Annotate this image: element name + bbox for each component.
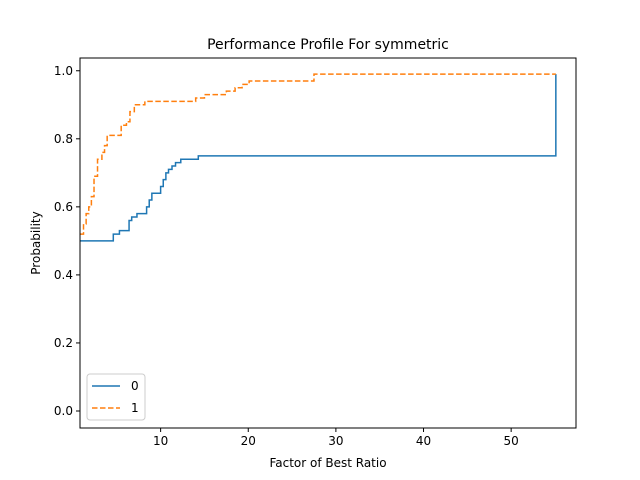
legend-label-0: 0 — [131, 379, 139, 393]
x-tick-label: 30 — [328, 434, 343, 448]
chart-title: Performance Profile For symmetric — [207, 37, 449, 53]
x-axis-title: Factor of Best Ratio — [269, 456, 386, 470]
y-tick-label: 0.0 — [54, 404, 73, 418]
y-axis: 0.0 0.2 0.4 0.6 0.8 1.0 — [54, 64, 80, 418]
y-tick-label: 0.2 — [54, 336, 73, 350]
y-axis-title: Probability — [29, 211, 43, 274]
y-tick-label: 0.4 — [54, 268, 73, 282]
y-tick-label: 0.8 — [54, 132, 73, 146]
y-tick-label: 0.6 — [54, 200, 73, 214]
x-tick-label: 40 — [416, 434, 431, 448]
legend-label-1: 1 — [131, 401, 139, 415]
y-tick-label: 1.0 — [54, 64, 73, 78]
legend: 0 1 — [86, 373, 146, 421]
x-tick-label: 10 — [153, 434, 168, 448]
x-axis: 10 20 30 40 50 — [153, 428, 519, 448]
plot-frame — [79, 57, 577, 429]
series-line-0 — [80, 74, 557, 242]
x-tick-label: 20 — [241, 434, 256, 448]
series-line-1 — [80, 73, 556, 235]
x-tick-label: 50 — [504, 434, 519, 448]
series-layer — [80, 73, 557, 242]
